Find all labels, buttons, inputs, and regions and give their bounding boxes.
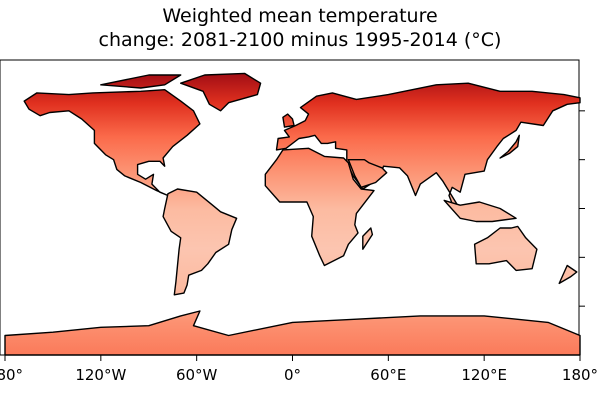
map-title-line-2: change: 2081-2100 minus 1995-2014 (°C) — [98, 29, 502, 51]
landmass-arabia — [347, 158, 388, 189]
landmass-north-america — [23, 88, 201, 197]
landmass-new-zealand — [558, 264, 578, 285]
landmass-japan — [499, 134, 520, 159]
x-tick-label-6: 180° — [561, 366, 599, 384]
landmass-antarctica — [4, 310, 581, 356]
landmass-europe-asia — [275, 82, 581, 208]
map-title-line-1: Weighted mean temperature — [162, 5, 438, 27]
x-tick-label-4: 60°E — [370, 366, 407, 384]
landmass-australia — [473, 225, 538, 272]
landmass-greenland — [179, 72, 262, 112]
landmass-arctic-islands — [100, 74, 182, 89]
x-tick-label-2: 60°W — [175, 366, 218, 384]
land-layer — [4, 72, 581, 356]
landmass-uk — [282, 113, 295, 128]
x-tick-label-3: 0° — [283, 366, 302, 384]
x-tick-label-0: 180° — [0, 366, 24, 384]
x-tick-label-5: 120°E — [461, 366, 507, 384]
x-tick-label-1: 120°W — [75, 366, 127, 384]
map-title: Weighted mean temperature change: 2081-2… — [0, 4, 600, 52]
landmass-south-america — [162, 188, 238, 296]
landmass-africa — [264, 147, 375, 267]
tick-layer — [4, 110, 585, 361]
landmass-madagascar — [362, 227, 374, 250]
landmass-indonesia — [443, 199, 517, 223]
